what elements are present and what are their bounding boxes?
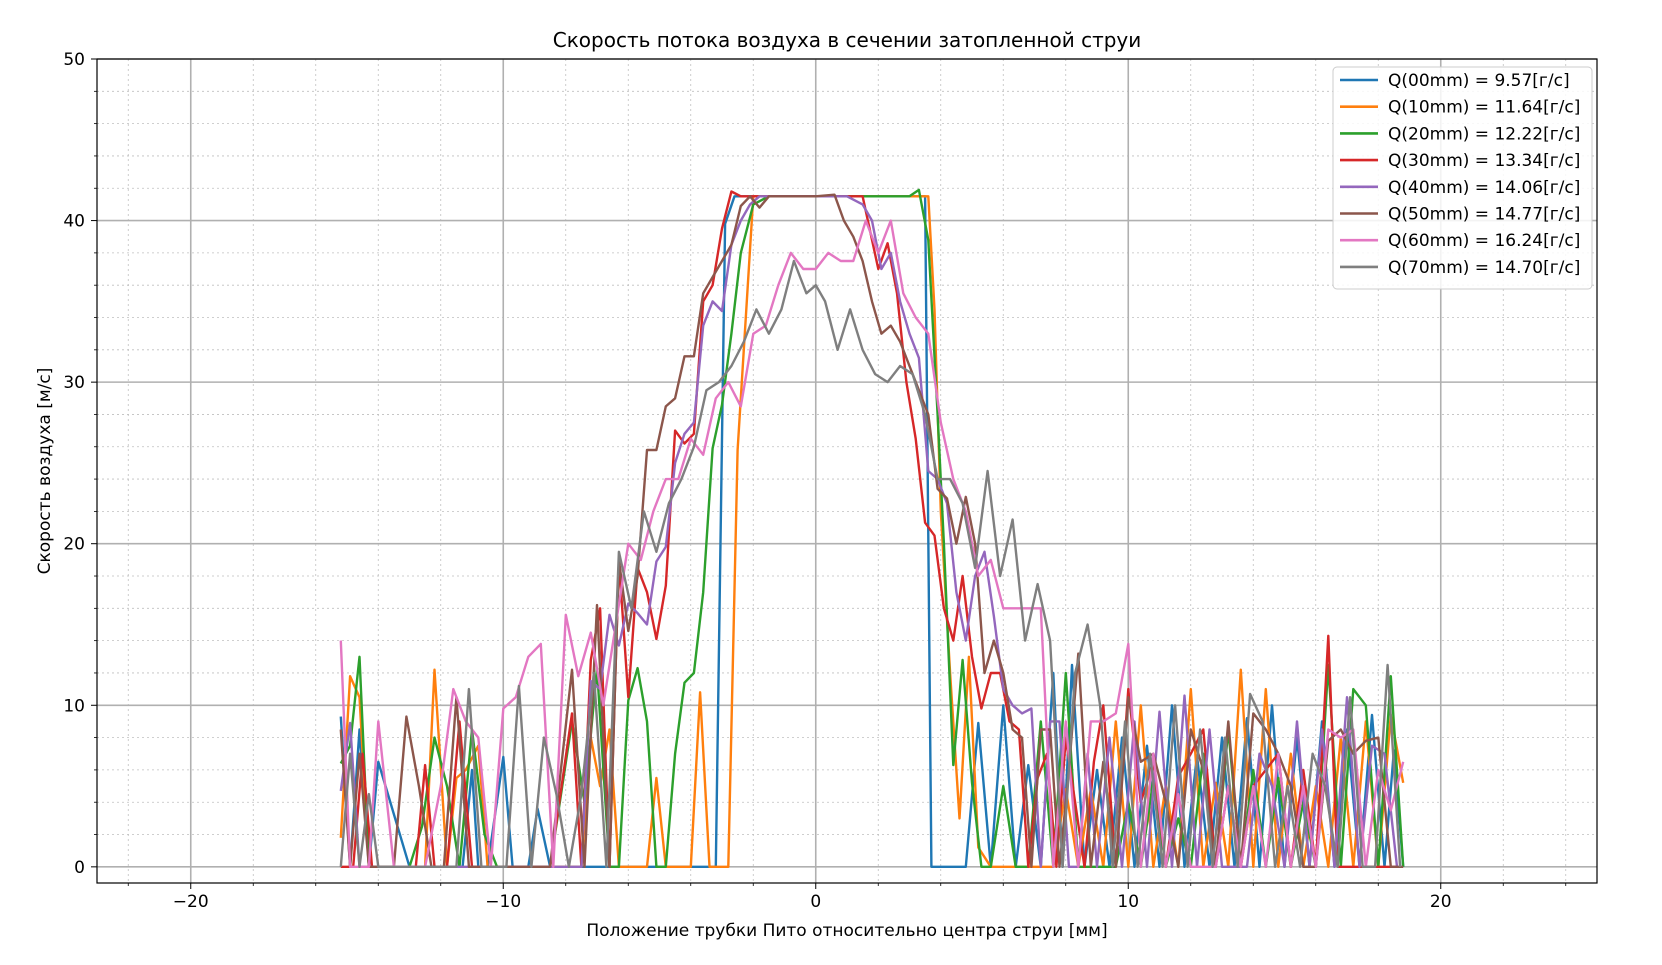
series-line-7 bbox=[339, 259, 1402, 868]
y-tick-label: 50 bbox=[63, 50, 85, 70]
legend-label: Q(70mm) = 14.70[г/с] bbox=[1388, 258, 1580, 278]
legend-label: Q(40mm) = 14.06[г/с] bbox=[1388, 178, 1580, 198]
x-tick-label: −20 bbox=[173, 892, 209, 912]
x-tick-label: 20 bbox=[1430, 892, 1452, 912]
legend: Q(00mm) = 9.57[г/с] Q(10mm) = 11.64[г/с] Q… bbox=[1332, 66, 1593, 290]
x-axis-ticks: −20 −10 0 10 20 bbox=[127, 883, 1567, 912]
legend-label: Q(10mm) = 11.64[г/с] bbox=[1388, 98, 1580, 118]
y-tick-label: 30 bbox=[63, 373, 85, 393]
legend-label: Q(20mm) = 12.22[г/с] bbox=[1388, 124, 1580, 144]
y-axis-label: Скорость воздуха [м/с] bbox=[35, 368, 55, 575]
y-tick-label: 20 bbox=[63, 535, 85, 555]
series-line-4 bbox=[339, 195, 1399, 868]
y-tick-label: 40 bbox=[63, 212, 85, 232]
legend-label: Q(60mm) = 16.24[г/с] bbox=[1388, 231, 1580, 251]
x-tick-label: −10 bbox=[485, 892, 521, 912]
legend-label: Q(00mm) = 9.57[г/с] bbox=[1388, 71, 1570, 91]
chart-title: Скорость потока воздуха в сечении затопл… bbox=[553, 28, 1142, 52]
y-tick-label: 0 bbox=[74, 858, 85, 878]
legend-label: Q(50mm) = 14.77[г/с] bbox=[1388, 205, 1580, 225]
legend-label: Q(30mm) = 13.34[г/с] bbox=[1388, 151, 1580, 171]
legend-box bbox=[1332, 66, 1593, 290]
x-tick-label: 0 bbox=[810, 892, 821, 912]
y-tick-label: 10 bbox=[63, 696, 85, 716]
series-line-5 bbox=[339, 193, 1404, 868]
axes-frame bbox=[96, 58, 1598, 884]
x-tick-label: 10 bbox=[1117, 892, 1139, 912]
series-lines bbox=[339, 188, 1405, 868]
series-line-6 bbox=[339, 219, 1405, 868]
y-axis-ticks: 0 10 20 30 40 50 bbox=[63, 50, 97, 878]
x-axis-label: Положение трубки Пито относительно центр… bbox=[586, 921, 1107, 941]
